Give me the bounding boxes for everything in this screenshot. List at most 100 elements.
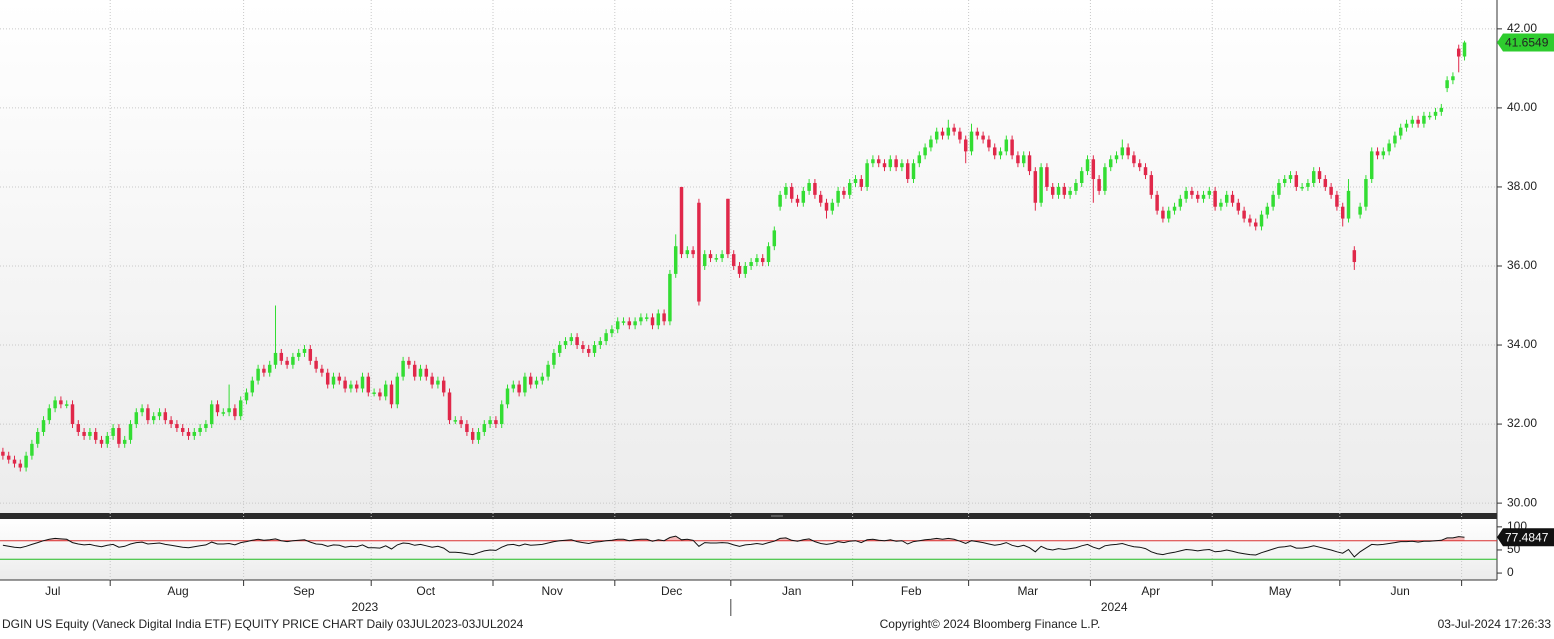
candle-body <box>134 412 139 425</box>
candle-body <box>621 321 626 323</box>
candle-body <box>424 368 429 377</box>
candle-body <box>552 352 556 365</box>
y-tick-label: 38.00 <box>1507 179 1537 193</box>
candle-body <box>267 364 272 373</box>
candle-body <box>528 376 533 385</box>
candle-body <box>1114 155 1119 160</box>
candle-body <box>1398 127 1403 136</box>
candle-body <box>1294 175 1299 187</box>
candle-body <box>1126 147 1130 156</box>
footer-right: 03-Jul-2024 17:26:33 <box>1438 617 1552 631</box>
candle-body <box>378 392 382 397</box>
y-tick-label: 34.00 <box>1507 337 1537 351</box>
candle-body <box>650 317 655 326</box>
x-tick-label: Dec <box>661 584 682 598</box>
candle-body <box>215 404 220 413</box>
candle-body <box>586 348 591 353</box>
candle-body <box>575 337 579 346</box>
candle-body <box>1381 151 1386 156</box>
candle-body <box>331 376 336 385</box>
candle-body <box>1364 179 1368 207</box>
candle-body <box>1016 155 1020 164</box>
candle-body <box>546 364 550 377</box>
candle-body <box>117 428 121 444</box>
candle-body <box>122 439 127 444</box>
candle-body <box>337 376 342 381</box>
candle-body <box>639 317 643 322</box>
candle-body <box>697 202 701 302</box>
candle-body <box>615 321 620 330</box>
y-tick-label: 30.00 <box>1507 495 1537 509</box>
candle-body <box>824 202 829 211</box>
candle-body <box>1230 194 1235 203</box>
candle-body <box>998 151 1003 156</box>
candle-body <box>1201 194 1206 199</box>
candle-body <box>871 159 875 164</box>
candle-body <box>1439 107 1444 112</box>
candle-body <box>1149 175 1154 195</box>
candle-body <box>383 384 388 397</box>
candle-body <box>778 194 782 207</box>
candle-body <box>308 348 313 361</box>
candle-body <box>1184 190 1188 199</box>
panel-divider[interactable] <box>0 513 1497 519</box>
candle-body <box>784 186 788 195</box>
candle-body <box>882 163 887 168</box>
candle-body <box>12 459 17 464</box>
candle-body <box>656 313 661 326</box>
candle-body <box>760 258 765 263</box>
candle-body <box>1242 210 1246 219</box>
candle-body <box>1422 115 1426 124</box>
candle-body <box>262 368 266 373</box>
candle-body <box>604 333 608 342</box>
candle-body <box>737 265 742 274</box>
candle-body <box>598 341 603 346</box>
candle-body <box>233 408 237 417</box>
candle-body <box>1039 167 1043 203</box>
candle-body <box>1433 111 1438 116</box>
candle-body <box>708 254 713 259</box>
candle-body <box>1375 151 1380 156</box>
candle-body <box>1259 214 1264 227</box>
candle-body <box>1387 143 1391 152</box>
candle-body <box>343 380 347 389</box>
candle-body <box>975 131 980 136</box>
candle-body <box>436 380 440 385</box>
candle-body <box>1010 139 1014 156</box>
candle-body <box>227 408 231 413</box>
candle-body <box>1329 186 1333 195</box>
candle-body <box>302 348 307 353</box>
candle-body <box>511 384 516 389</box>
candle-body <box>1120 147 1125 156</box>
candle-body <box>18 463 23 468</box>
candle-body <box>581 345 585 349</box>
candle-body <box>1317 171 1322 180</box>
candle-body <box>366 376 371 393</box>
candle-body <box>140 408 144 413</box>
candle-body <box>1410 119 1415 124</box>
candle-body <box>830 202 835 211</box>
candle-body <box>465 424 469 432</box>
candle-body <box>905 163 910 180</box>
candle-body <box>1172 206 1177 211</box>
candle-body <box>360 376 365 389</box>
candle-body <box>685 250 690 255</box>
candle-body <box>285 360 289 365</box>
candle-body <box>801 190 806 203</box>
y-tick-label: 36.00 <box>1507 258 1537 272</box>
candle-body <box>1161 210 1165 219</box>
candle-body <box>256 368 260 381</box>
candle-body <box>987 139 991 148</box>
x-tick-label: Jan <box>782 584 801 598</box>
x-tick-label: Jun <box>1390 584 1409 598</box>
candle-body <box>992 147 997 156</box>
candle-body <box>1195 194 1200 199</box>
candle-body <box>900 163 904 168</box>
candle-body <box>24 455 28 468</box>
candle-body <box>1236 202 1241 211</box>
candle-body <box>169 420 173 425</box>
candle-body <box>1097 179 1101 191</box>
y-tick-label: 40.00 <box>1507 100 1537 114</box>
